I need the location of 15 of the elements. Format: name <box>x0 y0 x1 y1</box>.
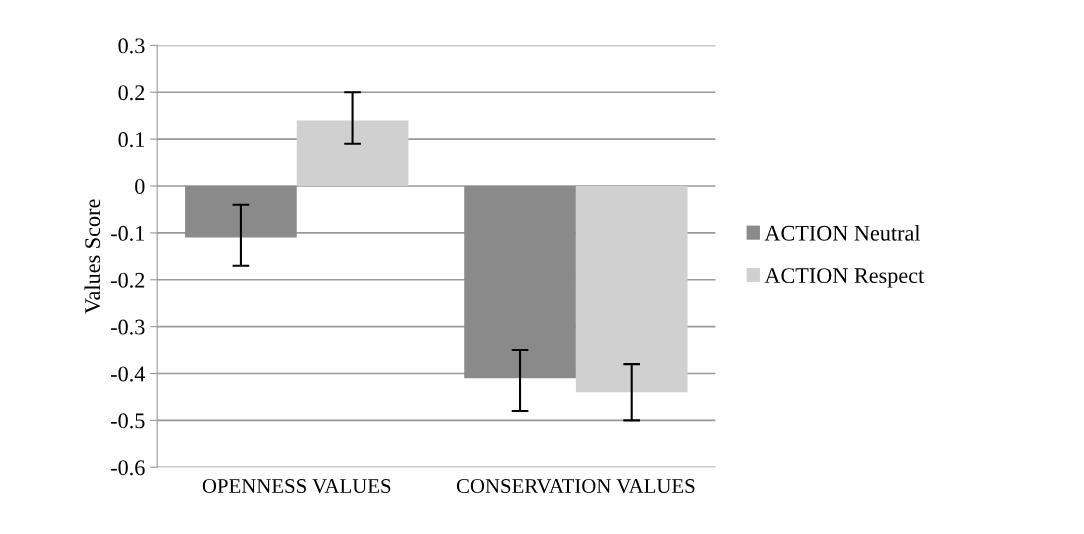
x-tick-label: OPENNESS VALUES <box>202 479 391 494</box>
y-tick-label: -0.2 <box>111 272 145 288</box>
y-tick-label: 0.3 <box>118 38 145 54</box>
y-tick-label: 0.1 <box>118 132 145 148</box>
y-tick-label: -0.4 <box>111 366 146 382</box>
legend-label: ACTION Neutral <box>764 225 921 241</box>
y-tick-label: -0.6 <box>111 460 145 476</box>
y-tick-label: -0.5 <box>111 413 145 429</box>
y-tick-label: 0 <box>135 178 145 194</box>
legend-label: ACTION Respect <box>764 268 925 288</box>
y-tick-label: -0.3 <box>111 319 145 335</box>
y-tick-label: 0.2 <box>118 85 145 101</box>
y-tick-label: -0.1 <box>111 225 145 241</box>
y-axis-title: Values Score <box>84 199 101 314</box>
x-tick-label: CONSERVATION VALUES <box>456 479 695 494</box>
